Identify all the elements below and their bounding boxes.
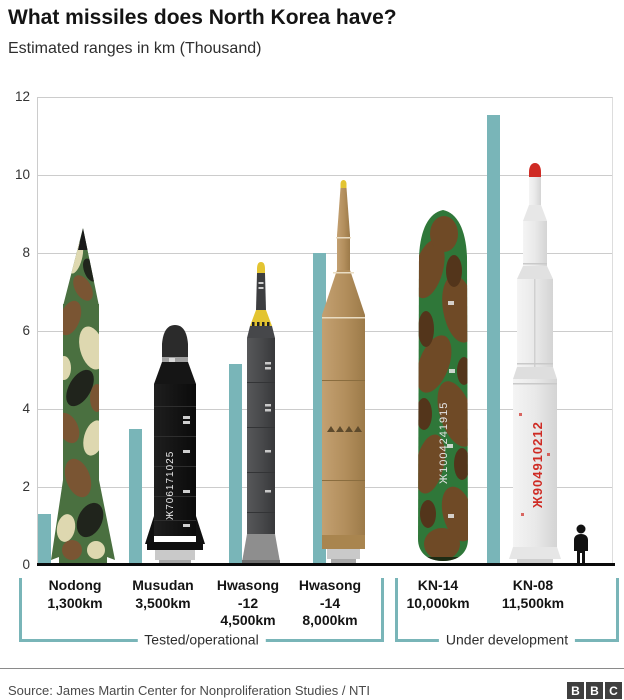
missile-name: Hwasong [216,577,280,593]
group-bracket-development: Under development [395,578,619,648]
missile-name: KN-08 [512,577,554,593]
missile-name: Hwasong [298,577,362,593]
bbc-logo-letter: B [567,682,584,699]
x-axis-baseline [37,563,615,566]
missile-range: 8,000km [302,612,358,628]
missile-kn08-illustration: Ж904910212 [509,163,561,566]
y-axis-tick-2: 2 [22,479,30,494]
label-kn08: KN-08 11,500km [483,577,583,612]
y-axis-tick-12: 12 [14,89,30,104]
missile-range: 3,500km [135,594,191,611]
musudan-marking-text: Ж706171025 [165,451,176,520]
missile-range: 1,300km [47,594,103,611]
bar-hwasong12 [229,364,242,565]
group-label-development: Under development [438,631,576,648]
missile-name: Nodong [48,577,102,593]
kn14-marking-text: Ж1004241915 [438,402,450,484]
missile-name: KN-14 [417,577,459,593]
missile-range: 4,500km [220,612,276,628]
missile-name-2: -14 [319,594,341,611]
label-nodong: Nodong 1,300km [30,577,120,612]
y-axis-tick-10: 10 [14,167,30,182]
group-label-tested: Tested/operational [137,631,266,648]
page-title: What missiles does North Korea have? [8,6,397,29]
missile-musudan-illustration: Ж706171025 [145,325,205,566]
chart-subtitle: Estimated ranges in km (Thousand) [8,40,262,57]
y-axis-tick-0: 0 [22,557,30,572]
label-hwasong14: Hwasong -14 8,000km [285,577,375,630]
y-axis-tick-6: 6 [22,323,30,338]
bar-nodong [38,514,51,565]
label-kn14: KN-14 10,000km [388,577,488,612]
missile-kn14-illustration: Ж1004241915 [418,210,468,561]
y-axis-tick-4: 4 [22,401,30,416]
bar-kn08 [487,114,500,565]
missile-name: Musudan [132,577,194,593]
bbc-logo-letter: C [605,682,622,699]
footer-divider [0,668,624,669]
missile-name-2: -12 [237,594,259,611]
label-hwasong12: Hwasong -12 4,500km [203,577,293,630]
missile-range: 10,000km [406,594,470,611]
kn08-marking-text: Ж904910212 [530,421,545,509]
group-bracket-tested: Tested/operational [19,578,384,648]
bbc-logo: B B C [567,682,622,699]
bar-musudan [129,428,142,565]
label-musudan: Musudan 3,500km [118,577,208,612]
source-credit: Source: James Martin Center for Nonproli… [8,683,370,698]
missile-hwasong12-illustration [242,262,280,564]
y-axis-tick-8: 8 [22,245,30,260]
missile-nodong-illustration [51,228,115,564]
missile-range: 11,500km [501,594,565,611]
missile-hwasong14-illustration [322,180,365,565]
bbc-logo-letter: B [586,682,603,699]
gridline-10 [37,175,612,176]
human-scale-icon [574,524,588,566]
